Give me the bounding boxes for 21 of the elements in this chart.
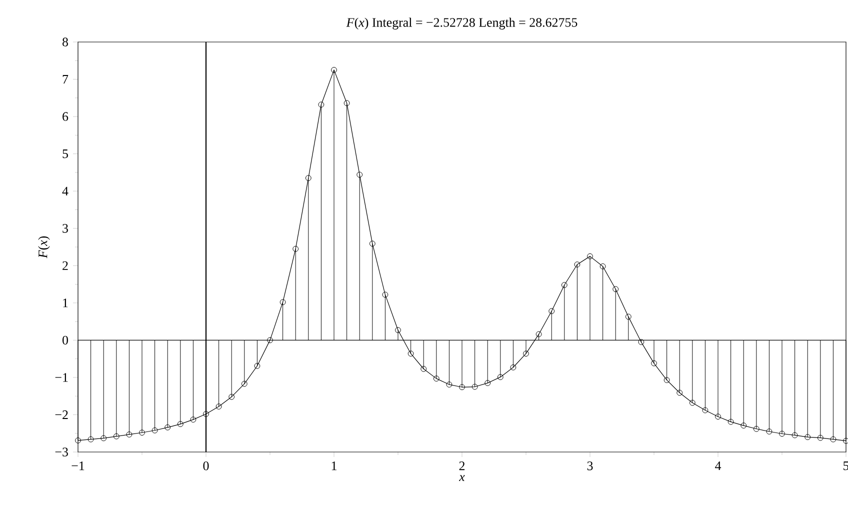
y-tick-label: 7 <box>62 75 68 84</box>
x-tick-label: 1 <box>332 462 336 470</box>
y-tick-label: 4 <box>62 186 68 196</box>
x-tick-label: 4 <box>715 462 722 470</box>
y-tick-label: 1 <box>63 298 68 308</box>
y-tick-label: −1 <box>55 373 68 382</box>
x-tick-label: 0 <box>203 462 209 470</box>
y-tick-label: 2 <box>62 261 68 270</box>
y-tick-label: −3 <box>55 448 68 456</box>
y-tick-label: 0 <box>62 336 68 345</box>
y-axis-title: F(x) <box>38 236 50 258</box>
y-tick-label: 5 <box>62 150 68 158</box>
x-tick-label: 2 <box>459 462 465 470</box>
y-tick-label: −2 <box>55 410 68 420</box>
chart-title: F(x) Integral = −2.52728 Length = 28.62755 <box>346 18 578 30</box>
x-axis-title: x <box>458 475 465 482</box>
x-tick-label: 3 <box>587 462 593 470</box>
x-tick-label: −1 <box>72 462 84 470</box>
y-tick-label: 3 <box>62 224 68 233</box>
y-tick-label: 6 <box>62 112 68 121</box>
y-tick-label: 8 <box>62 38 68 46</box>
